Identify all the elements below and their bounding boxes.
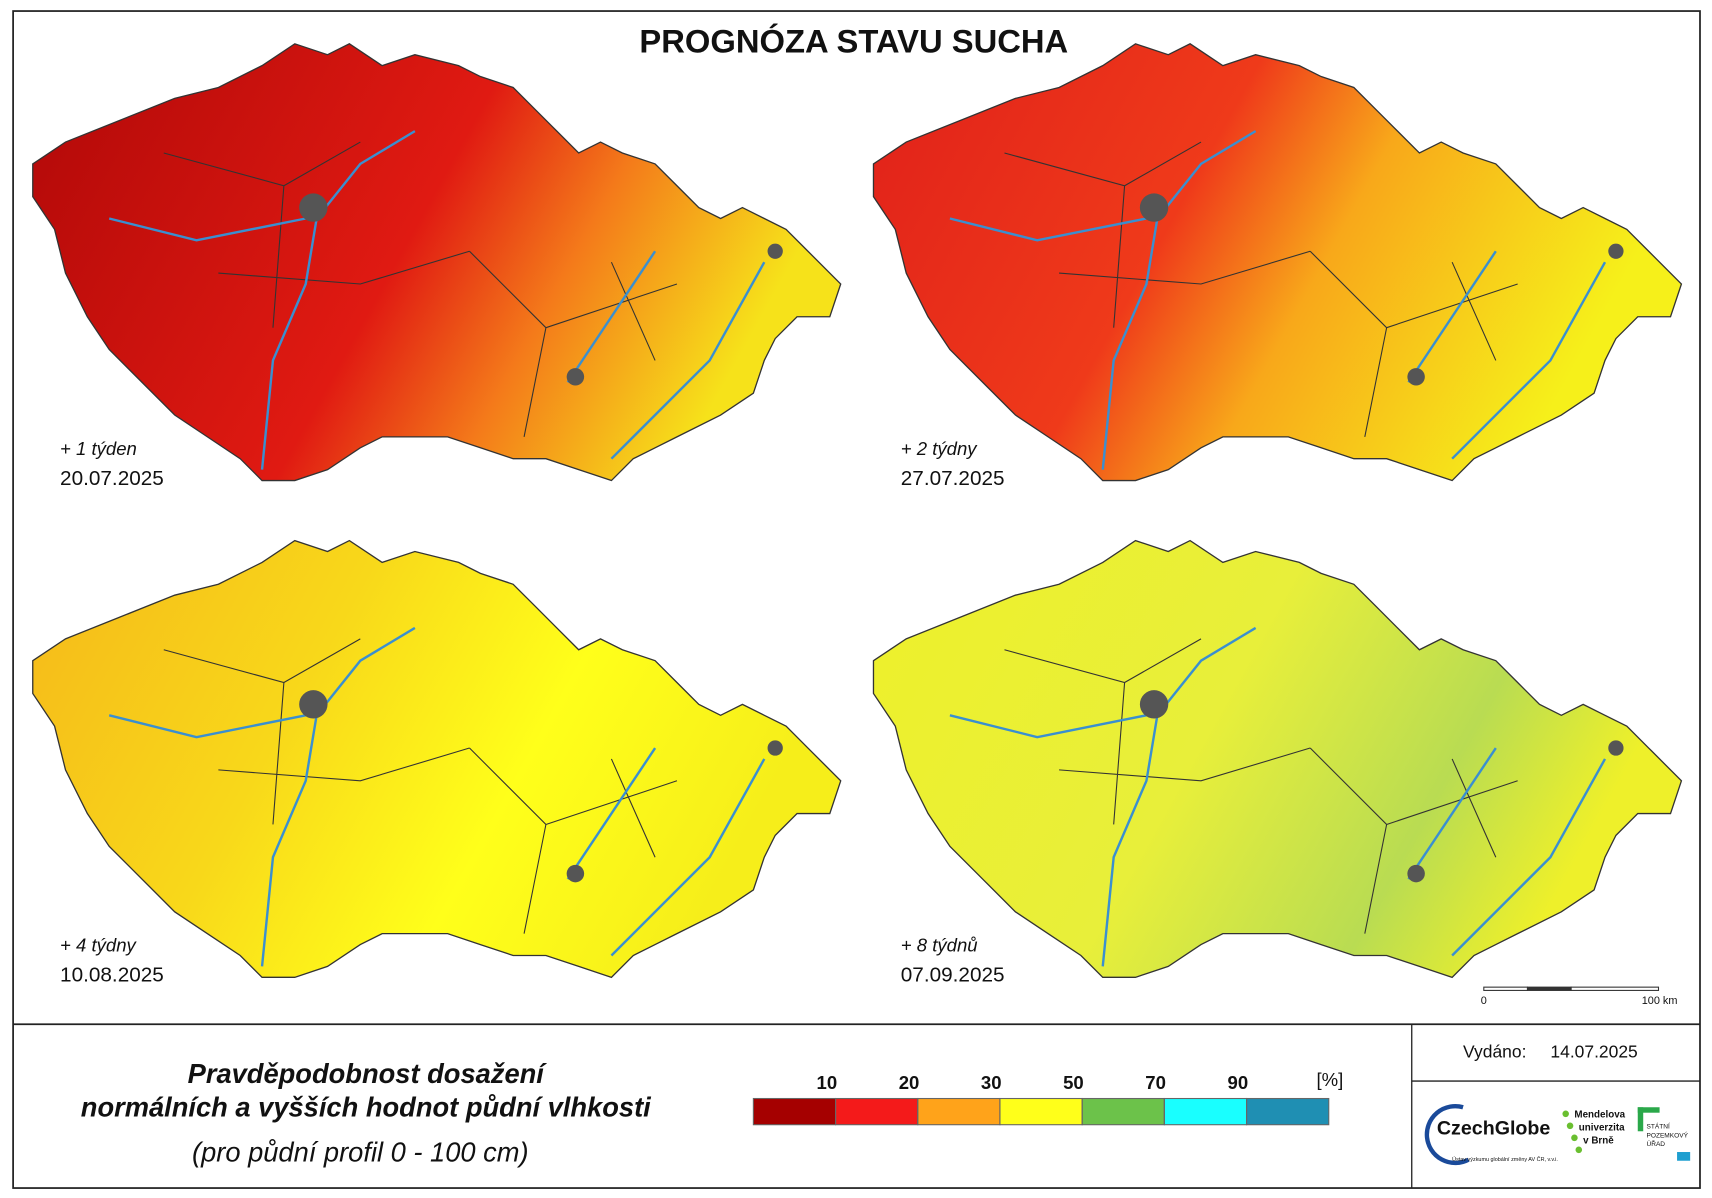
city bbox=[566, 864, 585, 883]
color-swatch bbox=[1081, 1097, 1165, 1126]
legend-tick-label: 90 bbox=[1228, 1072, 1249, 1093]
region-borders bbox=[163, 141, 678, 437]
legend-tick-label: 30 bbox=[981, 1072, 1002, 1093]
city bbox=[566, 368, 585, 386]
map-period: + 4 týdny bbox=[60, 935, 138, 956]
city bbox=[767, 243, 783, 259]
map-period: + 1 týden bbox=[60, 438, 137, 459]
map-panel: + 1 týden 20.07.2025 bbox=[32, 43, 842, 490]
title: PROGNÓZA STAVU SUCHA bbox=[639, 22, 1068, 59]
legend-tick-label: 20 bbox=[899, 1072, 920, 1093]
map-panel: + 4 týdny 10.08.2025 bbox=[32, 539, 842, 987]
city bbox=[1608, 740, 1624, 756]
region-borders bbox=[1004, 141, 1518, 437]
city bbox=[1139, 193, 1169, 222]
legend-unit: [%] bbox=[1316, 1069, 1343, 1090]
city bbox=[1407, 864, 1425, 883]
map-date: 20.07.2025 bbox=[60, 467, 164, 490]
city bbox=[1407, 368, 1425, 386]
logo-text: v Brně bbox=[1583, 1136, 1614, 1147]
map-panel: + 8 týdnů 07.09.2025 bbox=[872, 539, 1683, 987]
rivers bbox=[949, 626, 1607, 967]
scale-label: 0 bbox=[1481, 995, 1487, 1007]
rivers bbox=[949, 130, 1607, 470]
map-date: 27.07.2025 bbox=[901, 467, 1005, 490]
logo-text: STÁTNÍ bbox=[1646, 1122, 1669, 1131]
city bbox=[299, 193, 328, 222]
color-swatch bbox=[752, 1097, 837, 1126]
city bbox=[1608, 243, 1624, 259]
legend-subtitle: (pro půdní profil 0 - 100 cm) bbox=[192, 1136, 529, 1167]
logos: CzechGlobe Ústav výzkumu globální změny … bbox=[1424, 1103, 1691, 1166]
color-swatch bbox=[999, 1097, 1083, 1126]
scale-label: 100 km bbox=[1642, 995, 1678, 1007]
color-swatch bbox=[835, 1097, 919, 1126]
issued-date: 14.07.2025 bbox=[1550, 1041, 1637, 1061]
region-borders bbox=[1004, 638, 1518, 934]
legend-tick-label: 10 bbox=[817, 1072, 838, 1093]
city bbox=[1139, 690, 1169, 719]
map-period: + 8 týdnů bbox=[901, 935, 978, 956]
scale-bar: 0 100 km bbox=[1481, 986, 1678, 1007]
issued-label: Vydáno: bbox=[1463, 1041, 1526, 1061]
map-panel: + 2 týdny 27.07.2025 bbox=[872, 43, 1683, 490]
logo-text: Ústav výzkumu globální změny AV ČR, v.v.… bbox=[1452, 1156, 1558, 1163]
map-date: 10.08.2025 bbox=[60, 964, 164, 987]
map-date: 07.09.2025 bbox=[901, 964, 1005, 987]
logo-text: ÚŘAD bbox=[1646, 1139, 1665, 1148]
logo-text: CzechGlobe bbox=[1437, 1117, 1551, 1139]
legend-title: normálních a vyšších hodnot půdní vlhkos… bbox=[81, 1092, 652, 1123]
legend-title: Pravděpodobnost dosažení bbox=[188, 1058, 548, 1089]
rivers bbox=[108, 130, 766, 470]
color-swatch bbox=[1246, 1097, 1330, 1126]
rivers bbox=[108, 626, 766, 967]
map-shape bbox=[872, 43, 1683, 482]
region-borders bbox=[163, 638, 678, 934]
frame bbox=[12, 10, 1701, 1189]
legend-tick-label: 70 bbox=[1145, 1072, 1166, 1093]
map-shape bbox=[32, 539, 842, 978]
logo-text: Mendelova bbox=[1574, 1109, 1625, 1120]
color-swatch bbox=[917, 1097, 1001, 1126]
logo-text: univerzita bbox=[1579, 1123, 1625, 1134]
city bbox=[299, 690, 328, 719]
legend-tick-label: 50 bbox=[1063, 1072, 1084, 1093]
colorbar: 10 20 30 50 70 90 bbox=[752, 1072, 1330, 1126]
map-period: + 2 týdny bbox=[901, 438, 979, 459]
color-swatch bbox=[1163, 1097, 1248, 1126]
map-shape bbox=[872, 539, 1683, 978]
logo-text: POZEMKOVÝ bbox=[1646, 1130, 1688, 1139]
map-shape bbox=[32, 43, 842, 482]
city bbox=[767, 740, 783, 756]
